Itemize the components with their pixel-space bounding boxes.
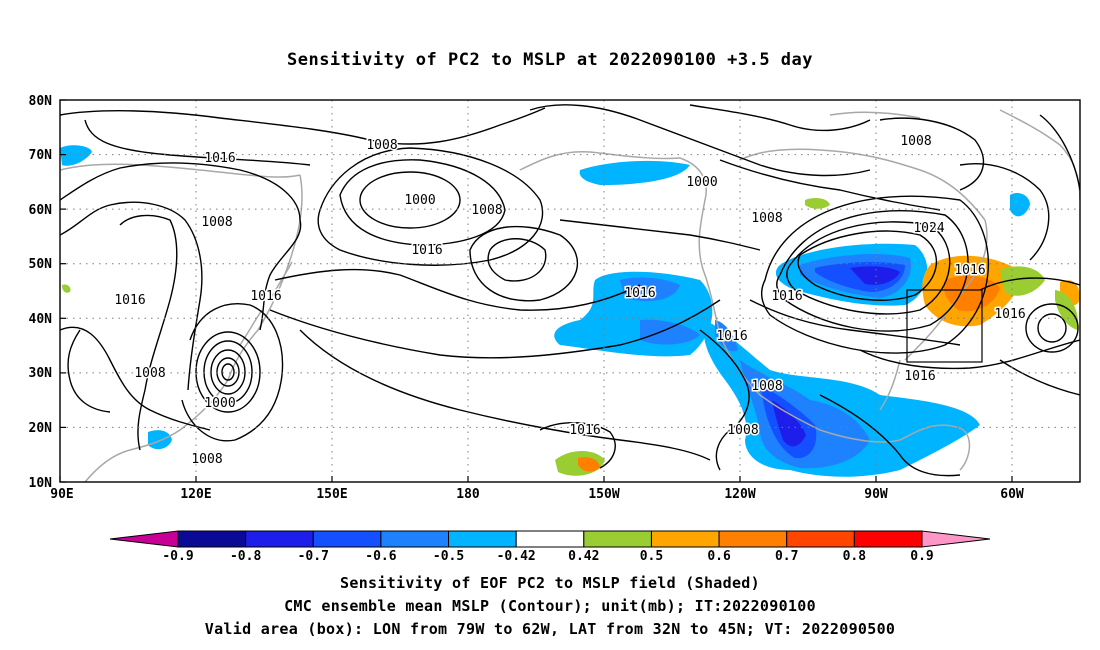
contour-label: 1016: [904, 369, 935, 384]
lon-label-150w: 150W: [588, 487, 619, 502]
shade-neg-westcoast: [715, 320, 738, 352]
contour-label: 1008: [471, 203, 502, 218]
lat-label-30n: 30N: [29, 366, 53, 381]
colorbar-label: -0.6: [365, 549, 396, 564]
colorbar-cell: [650, 530, 720, 548]
contour-label: 1008: [751, 379, 782, 394]
shade-pos-atlantic-green: [1000, 266, 1045, 296]
colorbar-cell: [583, 530, 652, 548]
colorbar-label: 0.6: [707, 549, 731, 564]
mslp-contours: [60, 104, 1080, 477]
axis-ticks: [59, 99, 1013, 483]
contour-label: 1008: [900, 134, 931, 149]
colorbar-label: -0.5: [433, 549, 464, 564]
colorbar: -0.9 -0.8 -0.7 -0.6 -0.5 -0.42 0.42 0.5 0.6 0.7 0.…: [109, 530, 991, 564]
shade-pos-east-green: [1055, 290, 1079, 330]
shade-pos-canada: [805, 197, 830, 209]
lat-label-80n: 80N: [29, 94, 53, 109]
colorbar-cell: [718, 530, 788, 548]
shade-neg-pacific-2: [640, 319, 700, 345]
lat-label-20n: 20N: [29, 421, 53, 436]
lat-lon-grid: [60, 100, 1080, 482]
contour-label: 1016: [716, 329, 747, 344]
caption-shaded: Sensitivity of EOF PC2 to MSLP field (Sh…: [340, 574, 760, 592]
contour-label: 1016: [771, 289, 802, 304]
contour-label: 1016: [624, 286, 655, 301]
lon-label-180: 180: [456, 487, 480, 502]
lon-label-90w: 90W: [864, 487, 888, 502]
shade-neg-mexico-mid: [740, 360, 870, 469]
contour-label: 1008: [366, 138, 397, 153]
lon-label-60w: 60W: [1000, 487, 1024, 502]
colorbar-cell: [312, 530, 382, 548]
lat-label-70n: 70N: [29, 148, 53, 163]
lat-label-10n: 10N: [29, 476, 53, 491]
coastlines: [60, 109, 1080, 482]
lat-label-50n: 50N: [29, 257, 53, 272]
shade-neg-asia-2: [60, 145, 92, 166]
caption-contour: CMC ensemble mean MSLP (Contour); unit(m…: [284, 597, 816, 615]
shade-neg-atlantic: [1010, 193, 1030, 217]
colorbar-label: 0.9: [910, 549, 933, 564]
contour-label: 1008: [727, 423, 758, 438]
contour-label: 1008: [134, 366, 165, 381]
colorbar-high-triangle: [921, 530, 991, 548]
lon-label-120w: 120W: [724, 487, 755, 502]
colorbar-label: -0.9: [162, 549, 193, 564]
contour-label: 1016: [411, 243, 442, 258]
lon-label-90e: 90E: [50, 487, 73, 502]
sensitivity-shading: [60, 145, 1080, 477]
shade-pos-west: [62, 284, 71, 293]
colorbar-low-triangle: [109, 530, 179, 548]
caption-valid-area: Valid area (box): LON from 79W to 62W, L…: [204, 620, 896, 638]
plot-frame: [59, 99, 1081, 483]
contour-label: 1016: [994, 307, 1025, 322]
colorbar-label: -0.7: [298, 549, 329, 564]
valid-area-box: [906, 289, 983, 363]
shade-neg-namerica-deep: [850, 266, 900, 285]
contour-labels: 1008 1016 1000 1008 1000 1008 1008 1008 …: [113, 133, 1027, 469]
colorbar-label: -0.42: [497, 549, 536, 564]
colorbar-cells: [177, 530, 923, 548]
colorbar-cell: [853, 530, 923, 548]
contour-label: 1016: [569, 423, 600, 438]
contour-label: 1016: [250, 289, 281, 304]
lon-label-150e: 150E: [316, 487, 347, 502]
lon-labels: 90E 120E 150E 180 150W 120W 90W 60W: [50, 487, 1024, 502]
colorbar-cell: [380, 530, 450, 548]
colorbar-label: 0.42: [568, 549, 599, 564]
lat-label-40n: 40N: [29, 312, 53, 327]
shade-pos-hawaii-core: [578, 457, 600, 472]
contour-label: 1024: [913, 221, 944, 236]
contour-label: 1000: [686, 175, 717, 190]
colorbar-cell: [177, 530, 247, 548]
lon-label-120e: 120E: [180, 487, 211, 502]
colorbar-label: 0.8: [843, 549, 867, 564]
contour-label: 1016: [204, 151, 235, 166]
shade-neg-mexico-deep: [772, 400, 806, 447]
colorbar-label: 0.5: [640, 549, 663, 564]
map-title: Sensitivity of PC2 to MSLP at 2022090100…: [286, 50, 813, 70]
colorbar-cell: [448, 530, 517, 548]
lat-label-60n: 60N: [29, 203, 53, 218]
shade-neg-pacific-core: [620, 277, 680, 302]
shade-neg-arctic: [579, 160, 690, 185]
contour-label: 1000: [204, 396, 235, 411]
colorbar-cell: [245, 530, 314, 548]
colorbar-label: 0.7: [775, 549, 798, 564]
contour-label: 1008: [751, 211, 782, 226]
contour-label: 1000: [404, 193, 435, 208]
colorbar-cell: [786, 530, 855, 548]
colorbar-cell: [515, 530, 585, 548]
colorbar-labels: -0.9 -0.8 -0.7 -0.6 -0.5 -0.42 0.42 0.5 0.6 0.7 0.…: [162, 549, 933, 564]
contour-label: 1008: [201, 215, 232, 230]
lat-labels: 80N 70N 60N 50N 40N 30N 20N 10N: [29, 94, 53, 491]
contour-label: 1008: [191, 452, 222, 467]
contour-label: 1016: [954, 263, 985, 278]
colorbar-label: -0.8: [230, 549, 261, 564]
contour-label: 1016: [114, 293, 145, 308]
